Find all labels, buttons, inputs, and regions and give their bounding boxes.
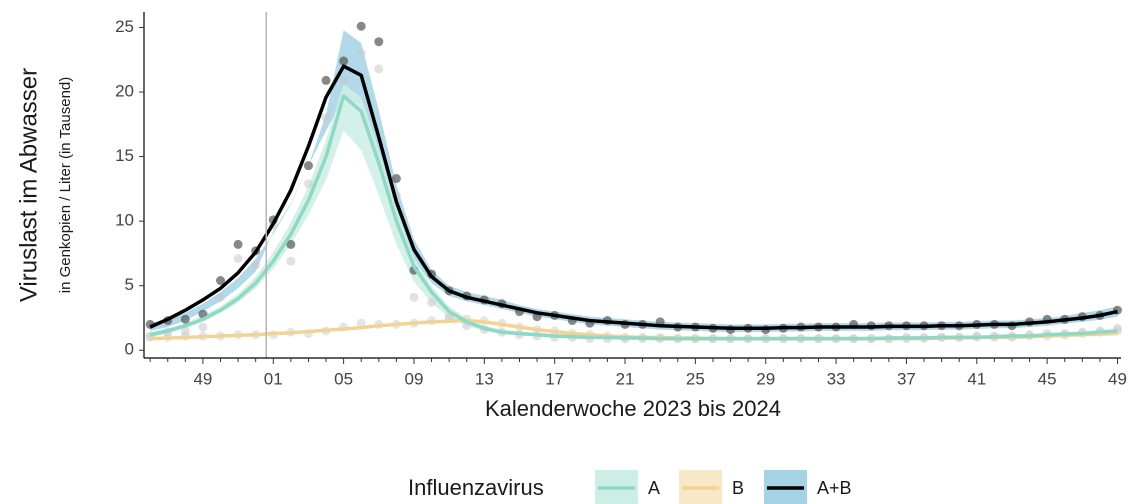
data-point (251, 260, 261, 270)
data-point (286, 239, 296, 249)
legend-label: A+B (817, 478, 852, 498)
x-tick-label: 45 (1038, 369, 1057, 388)
y-tick-label: 20 (115, 82, 134, 101)
series-line (149, 64, 1118, 331)
data-point (321, 113, 331, 123)
x-tick-label: 17 (545, 369, 564, 388)
data-point (180, 314, 190, 324)
x-tick-label: 21 (616, 369, 635, 388)
legend-title: Influenzavirus (408, 475, 544, 500)
data-point (303, 179, 313, 189)
data-point (356, 21, 366, 31)
y-tick-label: 15 (115, 146, 134, 165)
y-axis-label: Viruslast im Abwasser (15, 68, 42, 302)
x-tick-label: 05 (334, 369, 353, 388)
confidence-band (150, 84, 1118, 341)
data-point (233, 254, 243, 264)
data-point (216, 292, 226, 302)
x-axis-label: Kalenderwoche 2023 bis 2024 (485, 396, 781, 421)
data-point (409, 292, 419, 302)
y-tick-label: 25 (115, 17, 134, 36)
x-tick-label: 41 (967, 369, 986, 388)
x-tick-label: 29 (756, 369, 775, 388)
data-point (374, 37, 384, 47)
x-tick-label: 33 (827, 369, 846, 388)
data-point (321, 75, 331, 85)
legend-label: A (648, 478, 660, 498)
x-tick-label: 01 (264, 369, 283, 388)
data-point (391, 174, 401, 184)
x-tick-label: 49 (193, 369, 212, 388)
data-point (356, 318, 366, 328)
data-point (233, 239, 243, 249)
data-point (427, 297, 437, 307)
y-tick-label: 0 (125, 340, 134, 359)
data-point (356, 48, 366, 58)
legend-label: B (732, 478, 744, 498)
series-line (149, 94, 1118, 341)
x-tick-label: 49 (1108, 369, 1127, 388)
x-tick-label: 25 (686, 369, 705, 388)
x-tick-label: 13 (475, 369, 494, 388)
data-point (303, 161, 313, 171)
x-tick-label: 09 (405, 369, 424, 388)
data-point (198, 322, 208, 332)
legend: A B A+B (595, 470, 852, 504)
y-tick-label: 10 (115, 211, 134, 230)
y-axis-sublabel: in Genkopien / Liter (in Tausend) (57, 77, 74, 294)
x-tick-label: 37 (897, 369, 916, 388)
plot-area (145, 21, 1122, 344)
data-point (339, 75, 349, 85)
y-tick-label: 5 (125, 275, 134, 294)
data-point (339, 56, 349, 66)
data-point (374, 64, 384, 74)
data-point (216, 276, 226, 286)
data-point (286, 256, 296, 266)
